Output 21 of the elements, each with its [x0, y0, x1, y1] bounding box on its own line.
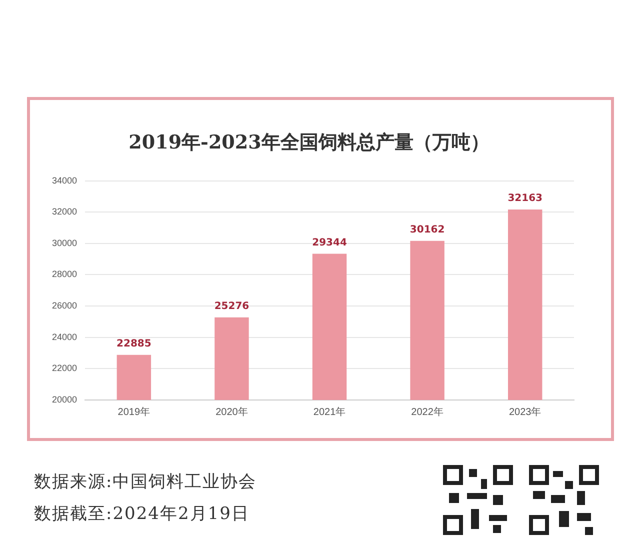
x-tick-label: 2021年 [313, 406, 346, 418]
y-tick-label: 20000 [52, 394, 78, 404]
x-tick-label: 2022年 [411, 406, 444, 418]
y-tick-label: 22000 [52, 363, 78, 374]
y-tick-label: 34000 [52, 175, 78, 186]
data-label: 22885 [116, 338, 152, 350]
y-tick-label: 30000 [52, 238, 78, 248]
y-tick-label: 28000 [52, 269, 78, 280]
data-label: 32163 [508, 193, 543, 204]
data-label: 25276 [214, 300, 250, 312]
source-note: 数据来源:中国饲料工业协会 [34, 471, 257, 493]
x-tick-label: 2019年 [118, 406, 150, 418]
y-tick-label: 24000 [52, 332, 78, 342]
y-tick-label: 32000 [52, 206, 78, 217]
data-label: 29344 [312, 237, 347, 248]
data-label: 30162 [410, 224, 445, 236]
x-tick-label: 2020年 [216, 406, 248, 418]
y-tick-label: 26000 [52, 300, 78, 311]
text: 数据截至:2024年2月19日 [34, 503, 250, 525]
x-tick-label: 2023年 [508, 406, 542, 418]
chart-title: 2019年-2023年全国饲料总产量（万吨） [128, 131, 490, 154]
